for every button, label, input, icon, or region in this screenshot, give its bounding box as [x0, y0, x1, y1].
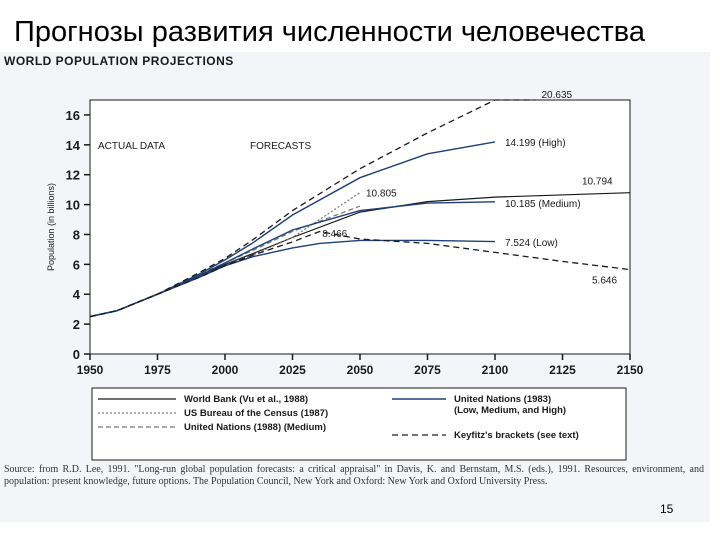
figure-scan: WORLD POPULATION PROJECTIONS 0 2 4 6 8 10 12 14…	[0, 52, 710, 522]
end-value-label: 10.805	[366, 189, 397, 200]
plot-area	[89, 99, 631, 355]
series-line-6	[89, 99, 536, 318]
population-chart: 0 2 4 6 8 10 12 14 16 1950 1975 2000 2025 2050 2075 210…	[46, 90, 644, 461]
legend-label: US Bureau of the Census (1987)	[184, 408, 328, 419]
legend-label: United Nations (1988) (Medium)	[184, 422, 326, 433]
end-value-label: 10.185 (Medium)	[505, 199, 581, 210]
figure-title: WORLD POPULATION PROJECTIONS	[4, 54, 234, 68]
y-tick-label: 8	[73, 227, 80, 242]
annotation-forecasts: FORECASTS	[250, 141, 311, 152]
slide-title: Прогнозы развития численности человечест…	[14, 16, 645, 48]
y-tick-label: 6	[73, 257, 80, 272]
x-tick-label: 2050	[347, 363, 374, 377]
end-value-label: 10.794	[582, 177, 613, 188]
y-tick-label: 4	[73, 287, 81, 302]
end-value-label: 7.524 (Low)	[505, 238, 558, 249]
x-tick-label: 2075	[414, 363, 441, 377]
x-tick-label: 2100	[482, 363, 509, 377]
figure-source: Source: from R.D. Lee, 1991. "Long-run g…	[4, 464, 704, 487]
legend-label: (Low, Medium, and High)	[454, 405, 566, 416]
y-tick-label: 0	[73, 347, 80, 362]
x-tick-label: 2125	[549, 363, 576, 377]
y-tick-label: 14	[66, 138, 81, 153]
annotation-actual-data: ACTUAL DATA	[98, 141, 165, 152]
end-value-label: 20.635	[542, 90, 573, 101]
x-tick-label: 2000	[212, 363, 239, 377]
x-tick-label: 1975	[144, 363, 171, 377]
y-tick-label: 2	[73, 317, 80, 332]
x-tick-label: 2150	[617, 363, 644, 377]
series-line-7	[89, 230, 631, 318]
y-tick-label: 12	[66, 168, 80, 183]
legend-label: World Bank (Vu et al., 1988)	[184, 394, 308, 405]
legend-box	[91, 387, 627, 461]
y-axis-label: Population (in billions)	[46, 183, 56, 271]
mid-value-label: 8.466	[322, 229, 347, 240]
series-line-5	[89, 239, 496, 318]
x-tick-label: 1950	[77, 363, 104, 377]
page-number: 15	[660, 502, 674, 516]
end-value-label: 5.646	[592, 275, 617, 286]
legend-label: United Nations (1983)	[454, 394, 551, 405]
legend-label: Keyfitz's brackets (see text)	[454, 430, 579, 441]
x-tick-label: 2025	[279, 363, 306, 377]
end-value-label: 14.199 (High)	[505, 138, 566, 149]
y-tick-label: 16	[66, 108, 80, 123]
y-tick-label: 10	[66, 198, 80, 213]
